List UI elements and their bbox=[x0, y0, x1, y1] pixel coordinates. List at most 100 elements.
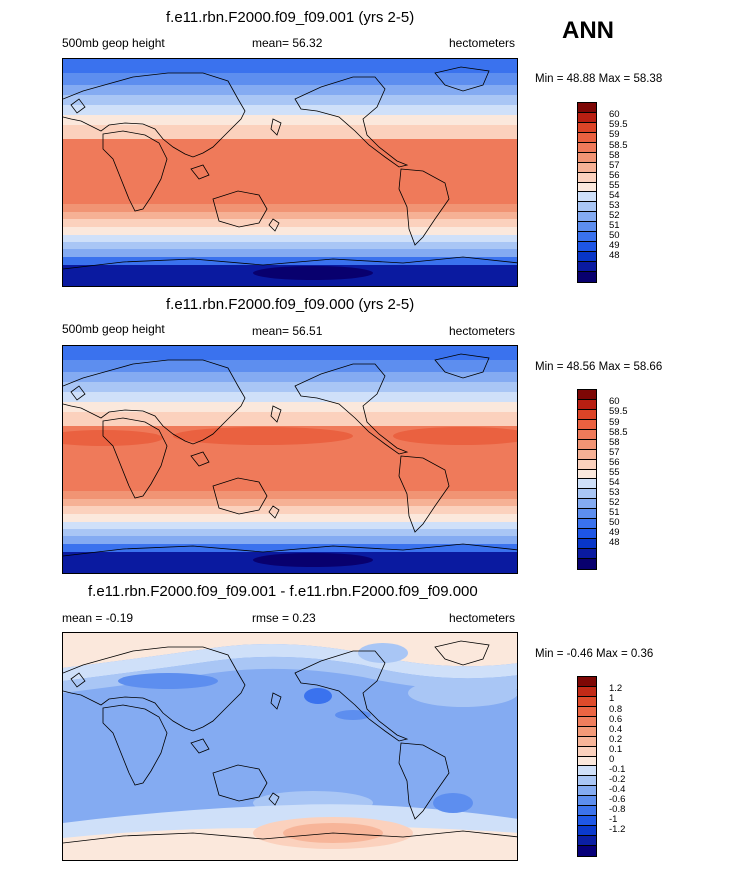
colorbar-swatch bbox=[578, 826, 596, 836]
panel-1-colorbar-label-9: 53 bbox=[609, 200, 620, 211]
panel-1-colorbar-label-1: 59.5 bbox=[609, 119, 628, 130]
colorbar-swatch bbox=[578, 776, 596, 787]
panel-2-colorbar-label-12: 50 bbox=[609, 517, 620, 528]
colorbar-swatch bbox=[578, 192, 596, 203]
panel-1-variable-label: 500mb geop height bbox=[62, 36, 165, 50]
panel-3-colorbar-label-1: 1 bbox=[609, 693, 615, 704]
panel-2-colorbar-label-5: 57 bbox=[609, 447, 620, 458]
panel-3-colorbar-label-8: -0.1 bbox=[609, 764, 626, 775]
panel-3-colorbar-label-7: 0 bbox=[609, 754, 615, 765]
panel-3-colorbar-label-5: 0.2 bbox=[609, 734, 623, 745]
colorbar-swatch bbox=[578, 736, 596, 747]
panel-3-mean-label: mean = -0.19 bbox=[62, 611, 134, 625]
panel-3-colorbar-label-0: 1.2 bbox=[609, 683, 623, 694]
panel-2-colorbar-label-10: 52 bbox=[609, 497, 620, 508]
panel-3-map bbox=[62, 632, 518, 861]
panel-1-units-label: hectometers bbox=[449, 36, 516, 50]
colorbar-swatch bbox=[578, 766, 596, 777]
panel-1-title: f.e11.rbn.F2000.f09_f09.001 (yrs 2-5) bbox=[166, 9, 415, 26]
colorbar-swatch bbox=[578, 696, 596, 707]
colorbar-swatch bbox=[578, 449, 596, 460]
panel-2-title: f.e11.rbn.F2000.f09_f09.000 (yrs 2-5) bbox=[166, 296, 415, 313]
panel-1-colorbar-label-13: 49 bbox=[609, 240, 620, 251]
season-label: ANN bbox=[562, 17, 614, 44]
colorbar-swatch bbox=[578, 182, 596, 193]
panel-1-colorbar-label-0: 60 bbox=[609, 109, 620, 120]
colorbar-swatch bbox=[578, 686, 596, 697]
panel-3-colorbar-label-13: -1 bbox=[609, 814, 618, 825]
colorbar-swatch bbox=[578, 262, 596, 272]
panel-1-colorbar-label-8: 54 bbox=[609, 190, 620, 201]
colorbar-swatch bbox=[578, 232, 596, 243]
panel-2-map bbox=[62, 345, 518, 574]
panel-3-colorbar-label-4: 0.4 bbox=[609, 724, 623, 735]
colorbar-swatch bbox=[578, 390, 596, 400]
colorbar-swatch bbox=[578, 539, 596, 549]
colorbar-swatch bbox=[578, 212, 596, 223]
panel-2-colorbar-label-8: 54 bbox=[609, 477, 620, 488]
colorbar-swatch bbox=[578, 519, 596, 530]
panel-3-colorbar-label-2: 0.8 bbox=[609, 704, 623, 715]
panel-2-colorbar-label-0: 60 bbox=[609, 396, 620, 407]
colorbar-swatch bbox=[578, 796, 596, 807]
panel-2-colorbar-label-13: 49 bbox=[609, 527, 620, 538]
colorbar-swatch bbox=[578, 756, 596, 767]
panel-1-colorbar-label-6: 56 bbox=[609, 170, 620, 181]
colorbar-swatch bbox=[578, 399, 596, 410]
colorbar-swatch bbox=[578, 499, 596, 510]
panel-3-title: f.e11.rbn.F2000.f09_f09.001 - f.e11.rbn.… bbox=[88, 583, 478, 600]
colorbar-swatch bbox=[578, 677, 596, 687]
colorbar-swatch bbox=[578, 271, 596, 282]
panel-3-colorbar-label-3: 0.6 bbox=[609, 714, 623, 725]
panel-1-mean-label: mean= 56.32 bbox=[252, 36, 323, 50]
panel-2-colorbar-label-9: 53 bbox=[609, 487, 620, 498]
colorbar-swatch bbox=[578, 112, 596, 123]
panel-2-mean-label: mean= 56.51 bbox=[252, 324, 323, 338]
colorbar-swatch bbox=[578, 836, 596, 846]
panel-1-colorbar bbox=[577, 102, 597, 283]
colorbar-swatch bbox=[578, 469, 596, 480]
colorbar-swatch bbox=[578, 242, 596, 253]
panel-2-colorbar bbox=[577, 389, 597, 570]
colorbar-swatch bbox=[578, 549, 596, 559]
panel-3-colorbar-label-10: -0.4 bbox=[609, 784, 626, 795]
colorbar-swatch bbox=[578, 409, 596, 420]
colorbar-swatch bbox=[578, 222, 596, 233]
colorbar-swatch bbox=[578, 529, 596, 540]
panel-3-colorbar-label-11: -0.6 bbox=[609, 794, 626, 805]
colorbar-swatch bbox=[578, 162, 596, 173]
panel-2-colorbar-label-2: 59 bbox=[609, 417, 620, 428]
colorbar-swatch bbox=[578, 132, 596, 143]
colorbar-swatch bbox=[578, 786, 596, 797]
colorbar-swatch bbox=[578, 746, 596, 757]
panel-1-colorbar-label-12: 50 bbox=[609, 230, 620, 241]
colorbar-swatch bbox=[578, 726, 596, 737]
colorbar-swatch bbox=[578, 419, 596, 430]
panel-3-minmax: Min = -0.46 Max = 0.36 bbox=[535, 648, 654, 660]
panel-3-units-label: hectometers bbox=[449, 611, 516, 625]
colorbar-swatch bbox=[578, 716, 596, 727]
colorbar-swatch bbox=[578, 172, 596, 183]
panel-3-colorbar bbox=[577, 676, 597, 857]
panel-3-colorbar-label-12: -0.8 bbox=[609, 804, 626, 815]
panel-1-colorbar-label-11: 51 bbox=[609, 220, 620, 231]
panel-1-colorbar-label-14: 48 bbox=[609, 250, 620, 261]
colorbar-swatch bbox=[578, 152, 596, 163]
colorbar-swatch bbox=[578, 142, 596, 153]
panel-2-colorbar-label-14: 48 bbox=[609, 537, 620, 548]
panel-1-minmax: Min = 48.88 Max = 58.38 bbox=[535, 73, 663, 85]
colorbar-swatch bbox=[578, 558, 596, 569]
panel-1-colorbar-label-3: 58.5 bbox=[609, 140, 628, 151]
colorbar-swatch bbox=[578, 479, 596, 490]
colorbar-swatch bbox=[578, 816, 596, 827]
panel-2-colorbar-label-4: 58 bbox=[609, 437, 620, 448]
colorbar-swatch bbox=[578, 806, 596, 817]
colorbar-swatch bbox=[578, 429, 596, 440]
colorbar-swatch bbox=[578, 439, 596, 450]
colorbar-swatch bbox=[578, 845, 596, 856]
panel-1-colorbar-label-7: 55 bbox=[609, 180, 620, 191]
panel-2-units-label: hectometers bbox=[449, 324, 516, 338]
colorbar-swatch bbox=[578, 122, 596, 133]
panel-3-colorbar-label-6: 0.1 bbox=[609, 744, 623, 755]
panel-1-colorbar-label-5: 57 bbox=[609, 160, 620, 171]
